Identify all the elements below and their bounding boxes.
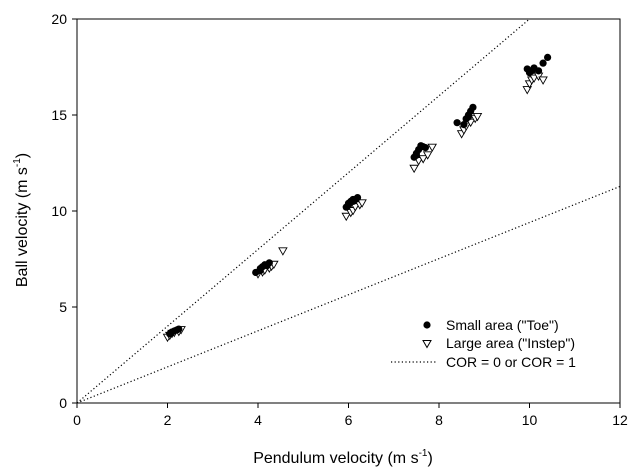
toe-point — [460, 121, 468, 129]
toe-point — [256, 266, 264, 275]
toe-point — [534, 67, 543, 75]
y-axis-title-sup: -1 — [12, 158, 23, 167]
y-axis-ticks: 0 5 10 15 20 — [51, 11, 77, 411]
x-tick-label: 4 — [254, 412, 262, 428]
x-tick-label: 2 — [164, 412, 172, 428]
toe-point — [464, 113, 473, 121]
toe-point — [349, 197, 357, 205]
instep-point — [472, 112, 483, 122]
toe-point — [263, 262, 271, 270]
instep-point — [427, 143, 437, 153]
y-tick-label: 20 — [51, 11, 67, 27]
toe-point — [544, 53, 552, 62]
toe-point — [469, 103, 477, 111]
x-axis-title-sup: -1 — [419, 448, 428, 459]
instep-point — [422, 151, 433, 160]
x-axis-ticks: 0 2 4 6 8 10 12 — [73, 403, 628, 428]
x-axis-title: Pendulum velocity (m s-1) — [253, 448, 433, 467]
legend: Small area ("Toe") Large area ("Instep")… — [391, 317, 576, 370]
y-tick-label: 10 — [51, 203, 67, 219]
instep-point — [357, 199, 367, 208]
x-tick-label: 10 — [522, 412, 538, 428]
x-tick-label: 0 — [73, 412, 81, 428]
toe-point — [453, 119, 461, 127]
instep-point — [538, 76, 548, 85]
instep-point — [529, 74, 539, 83]
y-axis-title: Ball velocity (m s-1) — [12, 153, 31, 287]
x-tick-label: 8 — [435, 412, 443, 428]
cor-line-1 — [76, 185, 621, 404]
y-tick-label: 15 — [51, 107, 67, 123]
legend-marker-small-area — [423, 321, 431, 329]
toe-point — [539, 59, 547, 67]
instep-point — [418, 155, 428, 164]
x-tick-label: 6 — [345, 412, 353, 428]
x-tick-label: 12 — [612, 412, 628, 428]
toe-point — [412, 151, 420, 159]
toe-point — [175, 325, 183, 333]
instep-point — [341, 212, 352, 222]
legend-marker-large-area — [422, 340, 432, 349]
instep-point — [278, 247, 288, 256]
y-tick-label: 5 — [59, 299, 67, 315]
legend-label-cor-line: COR = 0 or COR = 1 — [446, 354, 576, 370]
data-markers — [162, 53, 552, 343]
legend-label-large-area: Large area ("Instep") — [446, 335, 575, 351]
y-tick-label: 0 — [59, 395, 67, 411]
toe-point — [419, 143, 427, 151]
instep-point — [409, 164, 419, 174]
instep-point — [522, 86, 533, 95]
legend-label-small-area: Small area ("Toe") — [446, 317, 559, 333]
reference-lines — [76, 18, 621, 404]
